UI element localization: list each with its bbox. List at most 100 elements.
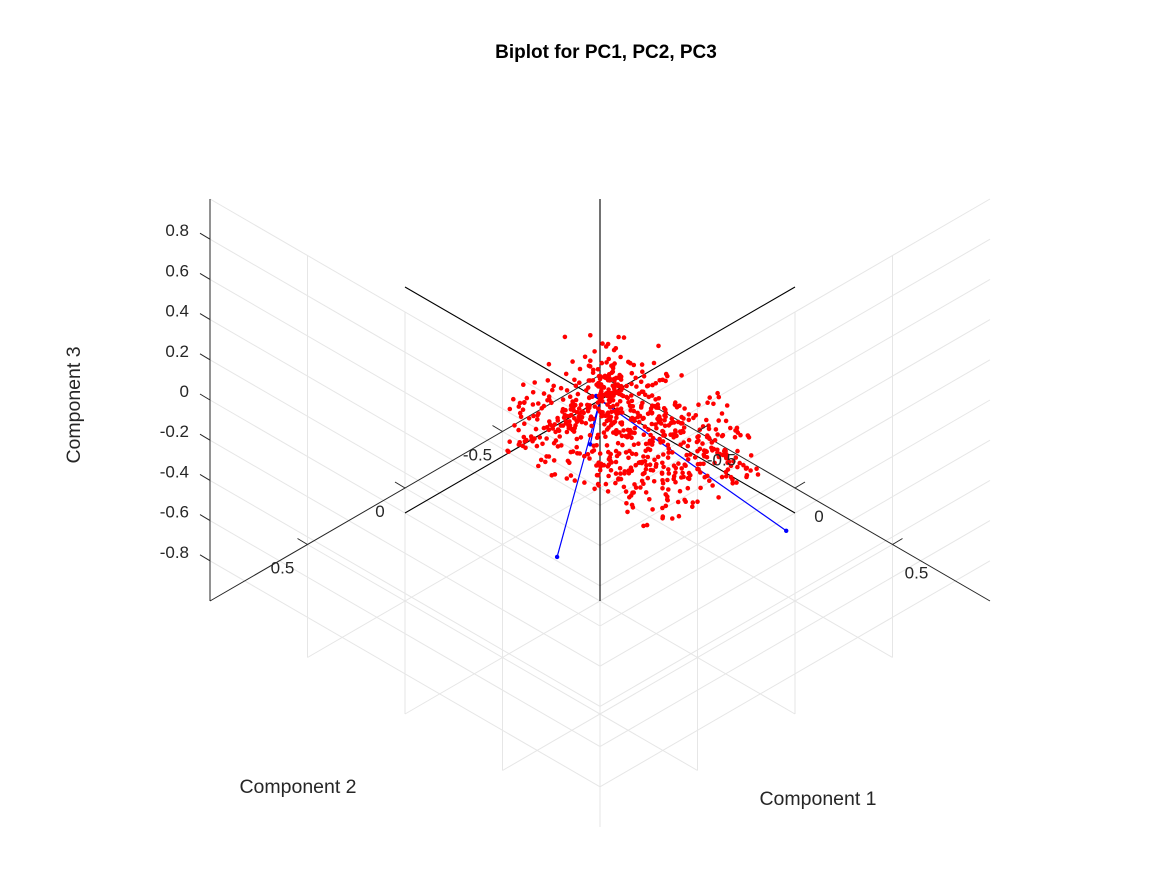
score-point (730, 481, 735, 486)
score-point (592, 404, 598, 409)
score-point (624, 394, 629, 400)
score-point (599, 360, 605, 366)
score-point (607, 399, 613, 405)
score-point (637, 413, 643, 419)
z-tick-label: 0.4 (165, 302, 189, 321)
score-point (705, 433, 710, 438)
score-point (641, 415, 646, 421)
score-point (723, 469, 729, 475)
score-point (744, 473, 750, 478)
score-point (568, 407, 574, 412)
score-point (648, 467, 653, 473)
score-point (520, 407, 526, 413)
score-point (698, 461, 703, 467)
score-point (546, 394, 552, 399)
y-tick-mark (492, 425, 503, 432)
score-point (546, 361, 552, 367)
score-point (613, 471, 619, 476)
score-point (715, 452, 721, 457)
score-point (583, 421, 589, 426)
score-point (621, 484, 627, 490)
score-point (615, 411, 620, 416)
score-point (613, 459, 619, 465)
score-point (538, 457, 544, 463)
score-point (564, 429, 570, 435)
score-point (633, 462, 638, 468)
score-point (632, 425, 638, 431)
score-point (588, 358, 593, 364)
score-point (731, 459, 736, 464)
score-point (586, 378, 592, 383)
score-point (604, 360, 609, 365)
score-point (524, 395, 530, 401)
score-point (556, 428, 562, 434)
score-point (640, 369, 645, 375)
score-point (665, 497, 670, 503)
score-point (614, 402, 620, 407)
score-point (645, 411, 651, 417)
score-point (670, 450, 675, 455)
score-point (737, 460, 742, 466)
score-point (606, 356, 611, 362)
score-point (591, 367, 596, 373)
score-point (626, 468, 631, 474)
score-point (704, 417, 709, 423)
score-point (530, 402, 536, 407)
score-point (578, 435, 584, 440)
score-point (724, 474, 729, 479)
score-point (595, 481, 601, 487)
score-point (615, 440, 621, 446)
score-point (595, 400, 601, 405)
score-point (615, 407, 620, 413)
score-point (606, 416, 611, 422)
score-point (596, 406, 601, 412)
score-point (551, 383, 556, 389)
score-point (639, 362, 645, 367)
score-point (735, 448, 740, 454)
score-point (660, 516, 665, 521)
score-point (596, 393, 602, 399)
score-point (582, 480, 587, 485)
x-tick-label: 0 (814, 507, 823, 526)
score-point (567, 413, 573, 419)
score-point (592, 486, 597, 492)
score-point (733, 455, 739, 460)
score-point (577, 415, 582, 421)
score-point (695, 466, 700, 472)
score-point (645, 475, 651, 481)
score-point (619, 433, 625, 439)
score-point (600, 399, 605, 404)
score-point (592, 349, 597, 354)
z-tick-label: 0.2 (165, 342, 189, 361)
score-point (543, 459, 548, 465)
score-point (669, 416, 675, 421)
score-point (516, 404, 522, 409)
score-point (707, 478, 712, 484)
score-point (724, 452, 729, 458)
score-point (653, 464, 659, 469)
score-point (567, 394, 573, 400)
score-point (631, 362, 637, 368)
score-point (662, 423, 668, 429)
score-point (715, 432, 720, 437)
score-point (597, 451, 603, 456)
score-point (661, 464, 666, 470)
score-point (646, 383, 651, 388)
score-point (661, 452, 666, 457)
score-point (649, 421, 655, 427)
score-point (666, 471, 672, 476)
score-point (575, 391, 581, 397)
score-point (551, 458, 557, 463)
z-tick-mark (199, 313, 211, 321)
score-point (582, 453, 587, 459)
score-point (624, 501, 629, 506)
score-point (627, 430, 632, 436)
score-point (681, 425, 687, 430)
score-point (724, 455, 729, 461)
score-point (589, 423, 594, 429)
score-point (530, 390, 536, 395)
score-point (595, 367, 601, 372)
score-point (716, 495, 721, 500)
score-point (722, 447, 728, 453)
score-point (651, 360, 657, 366)
